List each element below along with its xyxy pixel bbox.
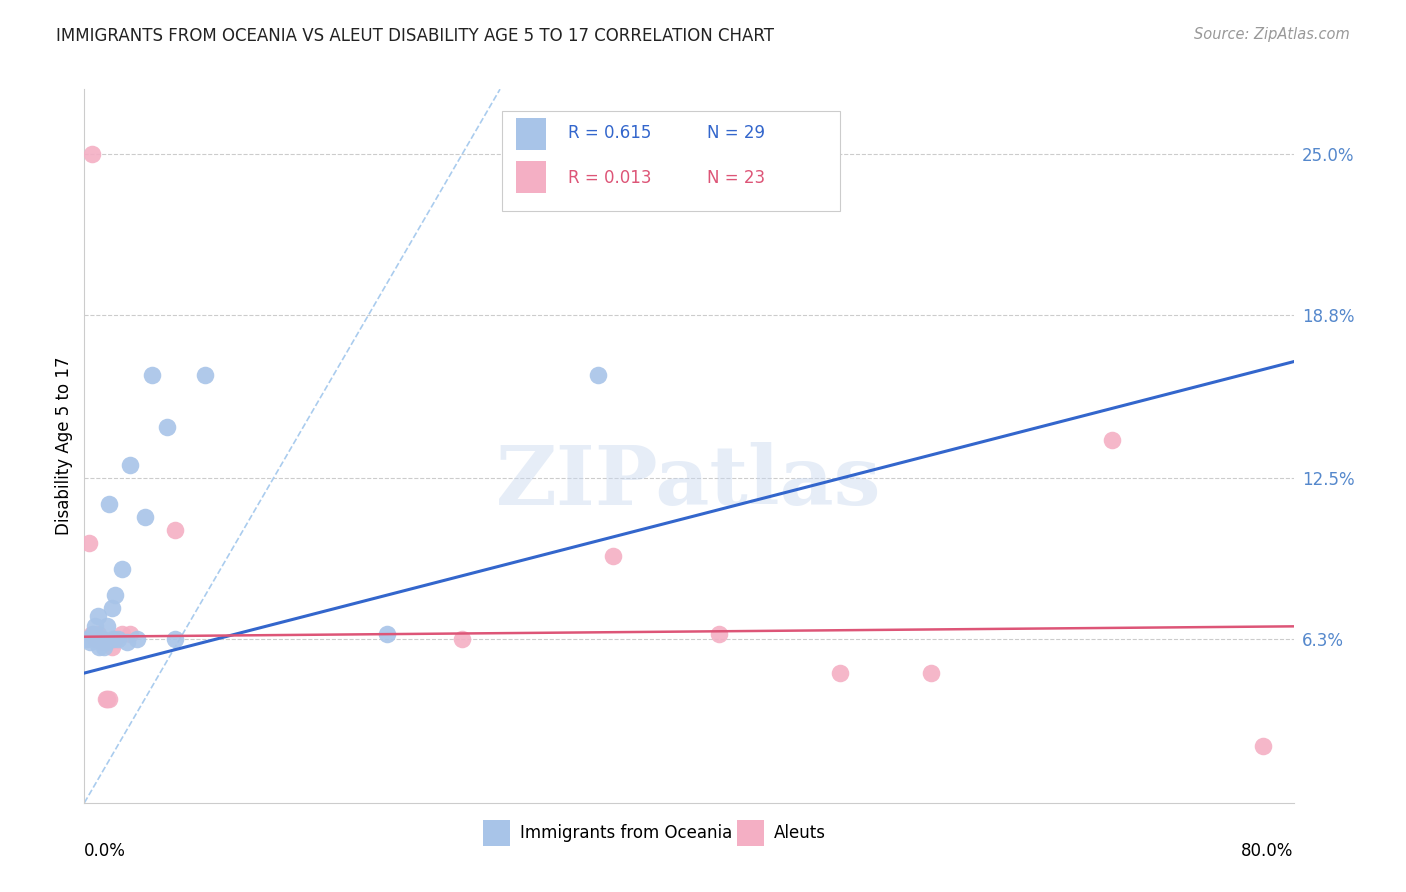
Point bbox=[84, 632, 107, 647]
Text: ZIPatlas: ZIPatlas bbox=[496, 442, 882, 522]
Point bbox=[375, 627, 398, 641]
Point bbox=[100, 640, 122, 654]
Point bbox=[104, 588, 127, 602]
Y-axis label: Disability Age 5 to 17: Disability Age 5 to 17 bbox=[55, 357, 73, 535]
Text: N = 23: N = 23 bbox=[707, 169, 765, 187]
Point bbox=[96, 619, 118, 633]
Point bbox=[91, 635, 114, 649]
Point bbox=[141, 368, 163, 382]
FancyBboxPatch shape bbox=[516, 161, 547, 193]
Text: 80.0%: 80.0% bbox=[1241, 842, 1294, 860]
Point bbox=[165, 632, 187, 647]
Point bbox=[86, 632, 108, 647]
Point bbox=[89, 640, 111, 654]
Point bbox=[80, 632, 103, 647]
Text: Aleuts: Aleuts bbox=[773, 824, 825, 842]
Point bbox=[91, 632, 114, 647]
Point bbox=[94, 635, 117, 649]
Point bbox=[920, 666, 942, 681]
Point bbox=[97, 692, 120, 706]
Point bbox=[87, 609, 110, 624]
Point bbox=[90, 632, 112, 647]
Point bbox=[104, 632, 127, 647]
Point bbox=[134, 510, 156, 524]
Point bbox=[602, 549, 624, 564]
Point bbox=[1101, 433, 1123, 447]
Point bbox=[84, 619, 107, 633]
Text: Immigrants from Oceania: Immigrants from Oceania bbox=[520, 824, 733, 842]
Point bbox=[100, 601, 122, 615]
Point bbox=[115, 635, 138, 649]
Point bbox=[709, 627, 731, 641]
Point bbox=[86, 632, 108, 647]
Point bbox=[165, 524, 187, 538]
Point bbox=[107, 632, 129, 647]
Point bbox=[1253, 739, 1275, 753]
Text: N = 29: N = 29 bbox=[707, 125, 765, 143]
Point bbox=[830, 666, 852, 681]
Point bbox=[79, 635, 101, 649]
Text: 0.0%: 0.0% bbox=[84, 842, 127, 860]
Point bbox=[118, 627, 141, 641]
Text: R = 0.013: R = 0.013 bbox=[568, 169, 651, 187]
Point bbox=[111, 562, 134, 576]
Text: Source: ZipAtlas.com: Source: ZipAtlas.com bbox=[1194, 27, 1350, 42]
Text: R = 0.615: R = 0.615 bbox=[568, 125, 651, 143]
Point bbox=[80, 627, 103, 641]
Point bbox=[194, 368, 217, 382]
Point bbox=[90, 632, 112, 647]
Point bbox=[97, 497, 120, 511]
Point bbox=[101, 632, 124, 647]
FancyBboxPatch shape bbox=[502, 111, 841, 211]
Point bbox=[127, 632, 149, 647]
Point bbox=[93, 640, 115, 654]
Point bbox=[451, 632, 474, 647]
FancyBboxPatch shape bbox=[516, 118, 547, 150]
Point bbox=[80, 147, 103, 161]
Point bbox=[82, 627, 104, 641]
Point bbox=[96, 692, 118, 706]
Point bbox=[77, 536, 100, 550]
Point bbox=[94, 692, 117, 706]
Point bbox=[87, 627, 110, 641]
Text: IMMIGRANTS FROM OCEANIA VS ALEUT DISABILITY AGE 5 TO 17 CORRELATION CHART: IMMIGRANTS FROM OCEANIA VS ALEUT DISABIL… bbox=[56, 27, 775, 45]
Point bbox=[118, 458, 141, 473]
Point bbox=[156, 419, 179, 434]
Point bbox=[89, 632, 111, 647]
Point bbox=[76, 632, 98, 647]
FancyBboxPatch shape bbox=[484, 820, 510, 846]
Point bbox=[588, 368, 610, 382]
FancyBboxPatch shape bbox=[737, 820, 763, 846]
Point bbox=[111, 627, 134, 641]
